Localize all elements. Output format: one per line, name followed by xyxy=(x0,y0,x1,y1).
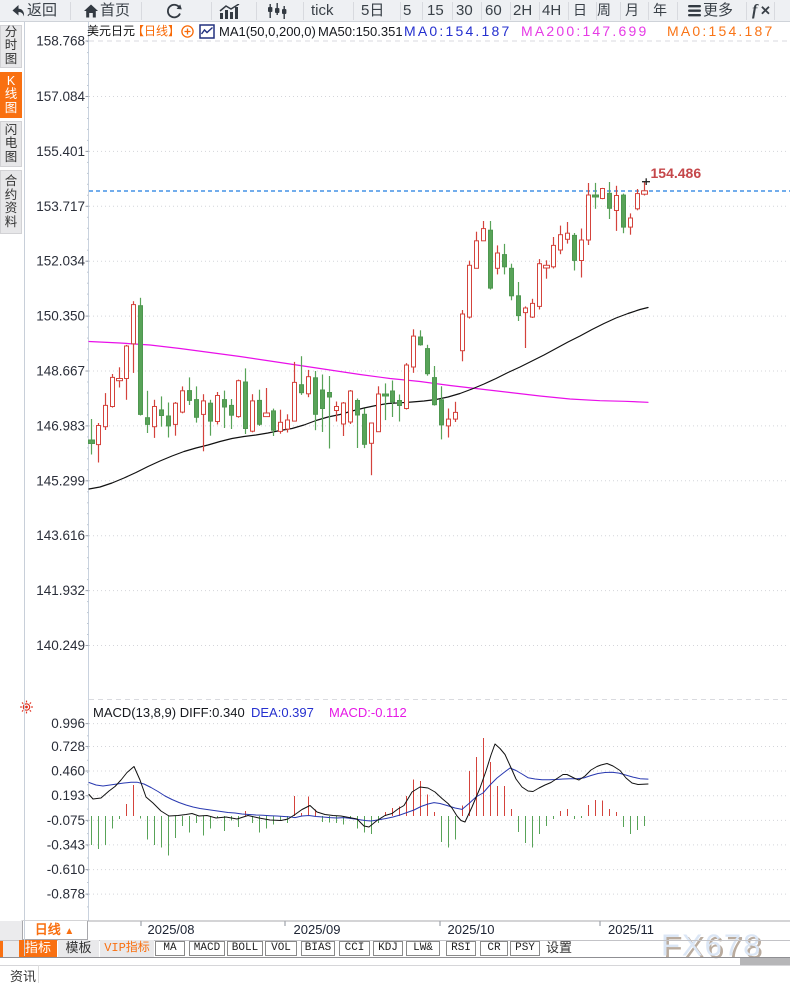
svg-text:-0.878: -0.878 xyxy=(47,887,85,902)
svg-text:MACD:-0.112: MACD:-0.112 xyxy=(329,705,407,720)
svg-text:146.983: 146.983 xyxy=(36,418,85,433)
svg-text:143.616: 143.616 xyxy=(36,528,85,543)
svg-text:MACD(13,8,9) DIFF:0.340: MACD(13,8,9) DIFF:0.340 xyxy=(93,705,245,720)
svg-text:152.034: 152.034 xyxy=(36,254,85,269)
svg-text:145.299: 145.299 xyxy=(36,473,85,488)
svg-text:DEA:0.397: DEA:0.397 xyxy=(251,705,314,720)
svg-text:2025/09: 2025/09 xyxy=(294,922,341,937)
svg-text:153.717: 153.717 xyxy=(36,199,85,214)
svg-text:157.084: 157.084 xyxy=(36,89,85,104)
svg-text:2025/11: 2025/11 xyxy=(608,922,654,937)
svg-text:0.996: 0.996 xyxy=(51,716,85,731)
svg-text:-0.075: -0.075 xyxy=(47,813,85,828)
svg-text:0.728: 0.728 xyxy=(51,739,85,754)
svg-text:-0.343: -0.343 xyxy=(47,837,85,852)
svg-text:150.350: 150.350 xyxy=(36,309,85,324)
svg-text:0.193: 0.193 xyxy=(51,788,85,803)
svg-text:148.667: 148.667 xyxy=(36,364,85,379)
svg-text:-0.610: -0.610 xyxy=(47,862,85,877)
svg-text:154.486: 154.486 xyxy=(651,165,702,181)
svg-text:2025/08: 2025/08 xyxy=(148,922,195,937)
svg-text:140.249: 140.249 xyxy=(36,638,85,653)
svg-text:155.401: 155.401 xyxy=(36,144,85,159)
svg-text:2025/10: 2025/10 xyxy=(448,922,495,937)
svg-text:141.932: 141.932 xyxy=(36,583,85,598)
svg-text:158.768: 158.768 xyxy=(36,34,85,49)
svg-text:0.460: 0.460 xyxy=(51,764,85,779)
